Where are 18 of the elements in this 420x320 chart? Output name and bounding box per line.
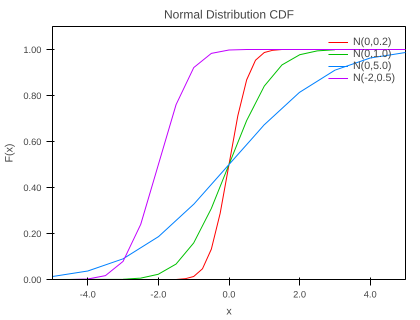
x-tick-label: 2.0 [293,290,306,300]
y-tick-label: 0.80 [23,91,42,101]
chart-title: Normal Distribution CDF [164,8,294,22]
y-tick-label: 0.20 [23,229,42,239]
y-axis-title: F(x) [3,144,16,162]
y-tick-label: 0.60 [23,137,42,147]
y-tick-label: 1.00 [23,45,42,55]
legend-label: N(-2,0.5) [352,72,395,84]
x-tick-label: 4.0 [364,290,377,300]
legend-label: N(0,1.0) [352,48,392,60]
x-tick-label: -4.0 [80,290,96,300]
x-tick-label: -2.0 [150,290,166,300]
y-tick-label: 0.00 [23,275,42,285]
y-tick-label: 0.40 [23,183,42,193]
legend-label: N(0,0.2) [352,36,392,48]
x-axis-title: x [226,306,232,318]
x-tick-label: 0.0 [222,290,236,300]
legend-label: N(0,5.0) [352,60,392,72]
